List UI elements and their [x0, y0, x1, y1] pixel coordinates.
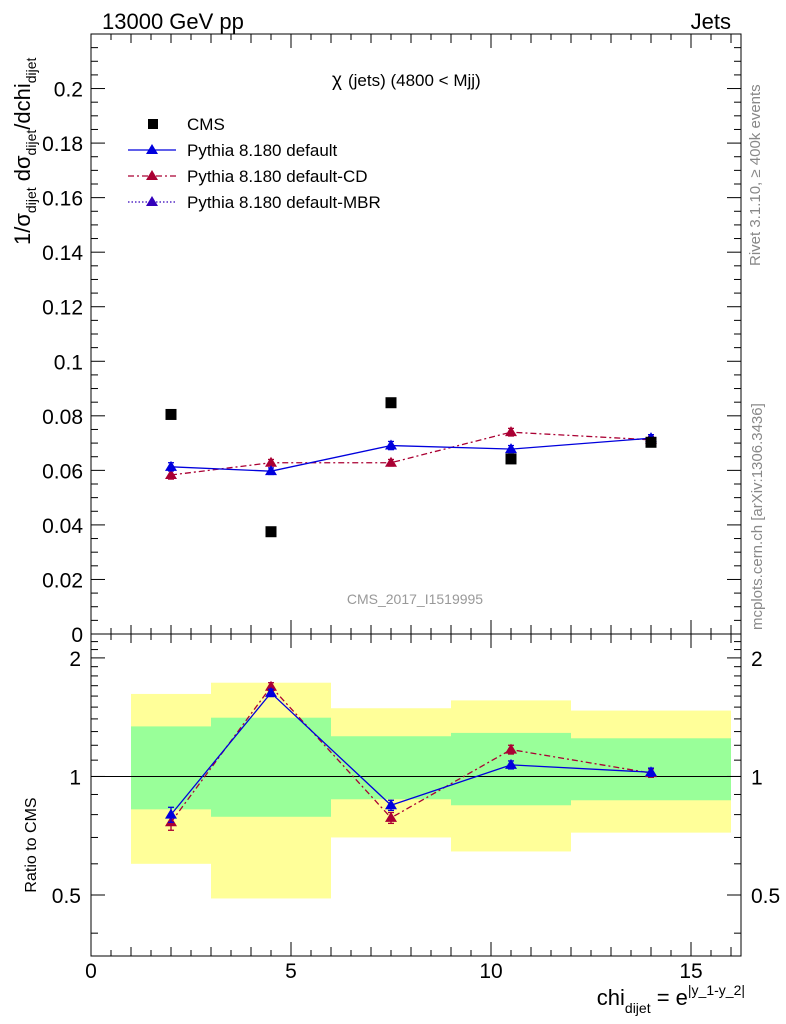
main-x-ticks — [90, 34, 732, 634]
main-y-tick-label: 0.12 — [42, 297, 83, 320]
main-y-tick-label: 0.14 — [42, 242, 83, 265]
main-y-tick-label: 0.16 — [42, 188, 83, 211]
ratio-y-tick-label: 0.5 — [52, 885, 81, 908]
cms-data-point — [165, 408, 177, 420]
ratio-default-point — [385, 799, 397, 810]
ratio-y-axis: 0.5 0.5 1 1 2 2 — [52, 641, 780, 934]
main-panel: 00.020.040.060.080.10.120.140.160.180.2 … — [10, 33, 742, 647]
legend-label-default: Pythia 8.180 default — [187, 141, 338, 160]
legend-label-default-mbr: Pythia 8.180 default-MBR — [187, 193, 381, 212]
default-cd-point — [505, 426, 517, 437]
mcplots-label: mcplots.cern.ch [arXiv:1306.3436] — [749, 403, 766, 630]
ylabel-part-a: 1/σ — [10, 213, 35, 245]
ratio-panel-frame — [90, 633, 742, 957]
xlabel-part-a: chi — [597, 985, 625, 1010]
ratio-x-axis-label: chidijet = e|y_1-y_2| — [597, 982, 745, 1016]
ratio-y-tick-label-right: 2 — [751, 648, 763, 671]
cms-data-point — [645, 436, 657, 448]
ylabel-part-b: dσ — [10, 155, 35, 187]
main-y-tick-label: 0.02 — [42, 569, 83, 592]
ylabel-sub-3: dijet — [23, 57, 39, 83]
legend-entry-default-mbr: Pythia 8.180 default-MBR — [128, 193, 381, 212]
cms-data-point — [265, 526, 277, 538]
ratio-band-inner — [331, 736, 451, 800]
ratio-series-group — [165, 680, 657, 831]
ratio-y-tick-label: 1 — [69, 766, 81, 789]
analysis-id-label: CMS_2017_I1519995 — [347, 591, 483, 607]
main-y-tick-label: 0.1 — [54, 351, 83, 374]
ratio-default-cd-point — [385, 811, 397, 822]
default-point — [505, 443, 517, 454]
legend-label-default-cd: Pythia 8.180 default-CD — [187, 167, 368, 186]
ylabel-part-c: /dchi — [10, 83, 35, 129]
ratio-panel: 0.5 0.5 1 1 2 2 0 5 10 15 Ratio to CMS chidijet … — [23, 633, 780, 1016]
rivet-version-label: Rivet 3.1.10, ≥ 400k events — [747, 84, 764, 266]
main-y-tick-label: 0.2 — [54, 79, 83, 102]
main-y-axis: 0 0.02 0.04 0.06 0.08 0.1 0.12 0.14 0.16 0.18 0.2 — [42, 47, 741, 647]
cms-data-point — [505, 453, 517, 465]
cms-data-point — [385, 397, 397, 409]
main-y-tick-label: 0.08 — [42, 406, 83, 429]
ratio-x-tick-label: 0 — [85, 960, 97, 983]
ratio-x-axis: 0 5 10 15 — [85, 634, 732, 983]
ratio-default-cd-point — [265, 680, 277, 691]
default-point — [165, 460, 177, 471]
legend: CMS Pythia 8.180 default Pythia 8.180 de… — [128, 115, 381, 212]
default-cd-point — [385, 456, 397, 467]
legend-marker-cms — [148, 119, 158, 129]
main-y-tick-label: 0.04 — [42, 515, 83, 538]
chart-title-text: (jets) (4800 < Mjj) — [348, 71, 481, 90]
ratio-x-tick-label: 5 — [285, 960, 297, 983]
main-y-tick-label: 0.06 — [42, 460, 83, 483]
default-cd-point — [265, 456, 277, 467]
ratio-y-tick-label-right: 0.5 — [751, 885, 780, 908]
xlabel-sub: dijet — [625, 1000, 651, 1016]
default-point — [385, 439, 397, 450]
legend-entry-default: Pythia 8.180 default — [128, 141, 338, 160]
ratio-band-inner — [211, 717, 331, 817]
header-category-label: Jets — [691, 9, 731, 34]
main-y-axis-label: 1/σdijet dσdijet/dchidijet — [10, 57, 39, 245]
ratio-x-tick-label: 15 — [679, 960, 702, 983]
header-energy-label: 13000 GeV pp — [102, 9, 244, 34]
default-point — [265, 465, 277, 476]
ratio-y-axis-label: Ratio to CMS — [23, 797, 40, 892]
legend-marker-default — [146, 144, 158, 154]
ratio-y-tick-label-right: 1 — [751, 766, 763, 789]
ratio-x-tick-label: 10 — [479, 960, 502, 983]
ratio-default-point — [265, 686, 277, 697]
default-cd-line — [170, 431, 652, 476]
legend-entry-default-cd: Pythia 8.180 default-CD — [128, 167, 368, 186]
ratio-y-tick-label: 2 — [69, 648, 81, 671]
ratio-default-point — [505, 758, 517, 769]
ylabel-sub-1: dijet — [23, 187, 39, 213]
main-y-tick-label: 0 — [71, 624, 83, 647]
default-cd-point — [165, 469, 177, 479]
ratio-default-point — [165, 808, 177, 819]
xlabel-sup: |y_1-y_2| — [688, 982, 745, 998]
legend-label-cms: CMS — [187, 115, 225, 134]
legend-marker-default-mbr — [146, 196, 158, 206]
main-series-group — [165, 397, 657, 538]
ratio-default-point — [645, 766, 657, 777]
xlabel-part-b: = e — [651, 985, 688, 1010]
legend-marker-default-cd — [146, 170, 158, 180]
ratio-uncertainty-bands — [131, 682, 731, 899]
chart-title-symbol: χ — [332, 70, 342, 91]
chart-title: χ (jets) (4800 < Mjj) — [332, 70, 481, 91]
main-y-tick-label: 0.18 — [42, 133, 83, 156]
ratio-default-cd-point — [505, 743, 517, 754]
ylabel-sub-2: dijet — [23, 130, 39, 156]
legend-entry-cms: CMS — [148, 115, 225, 134]
ratio-band-inner — [131, 726, 211, 810]
